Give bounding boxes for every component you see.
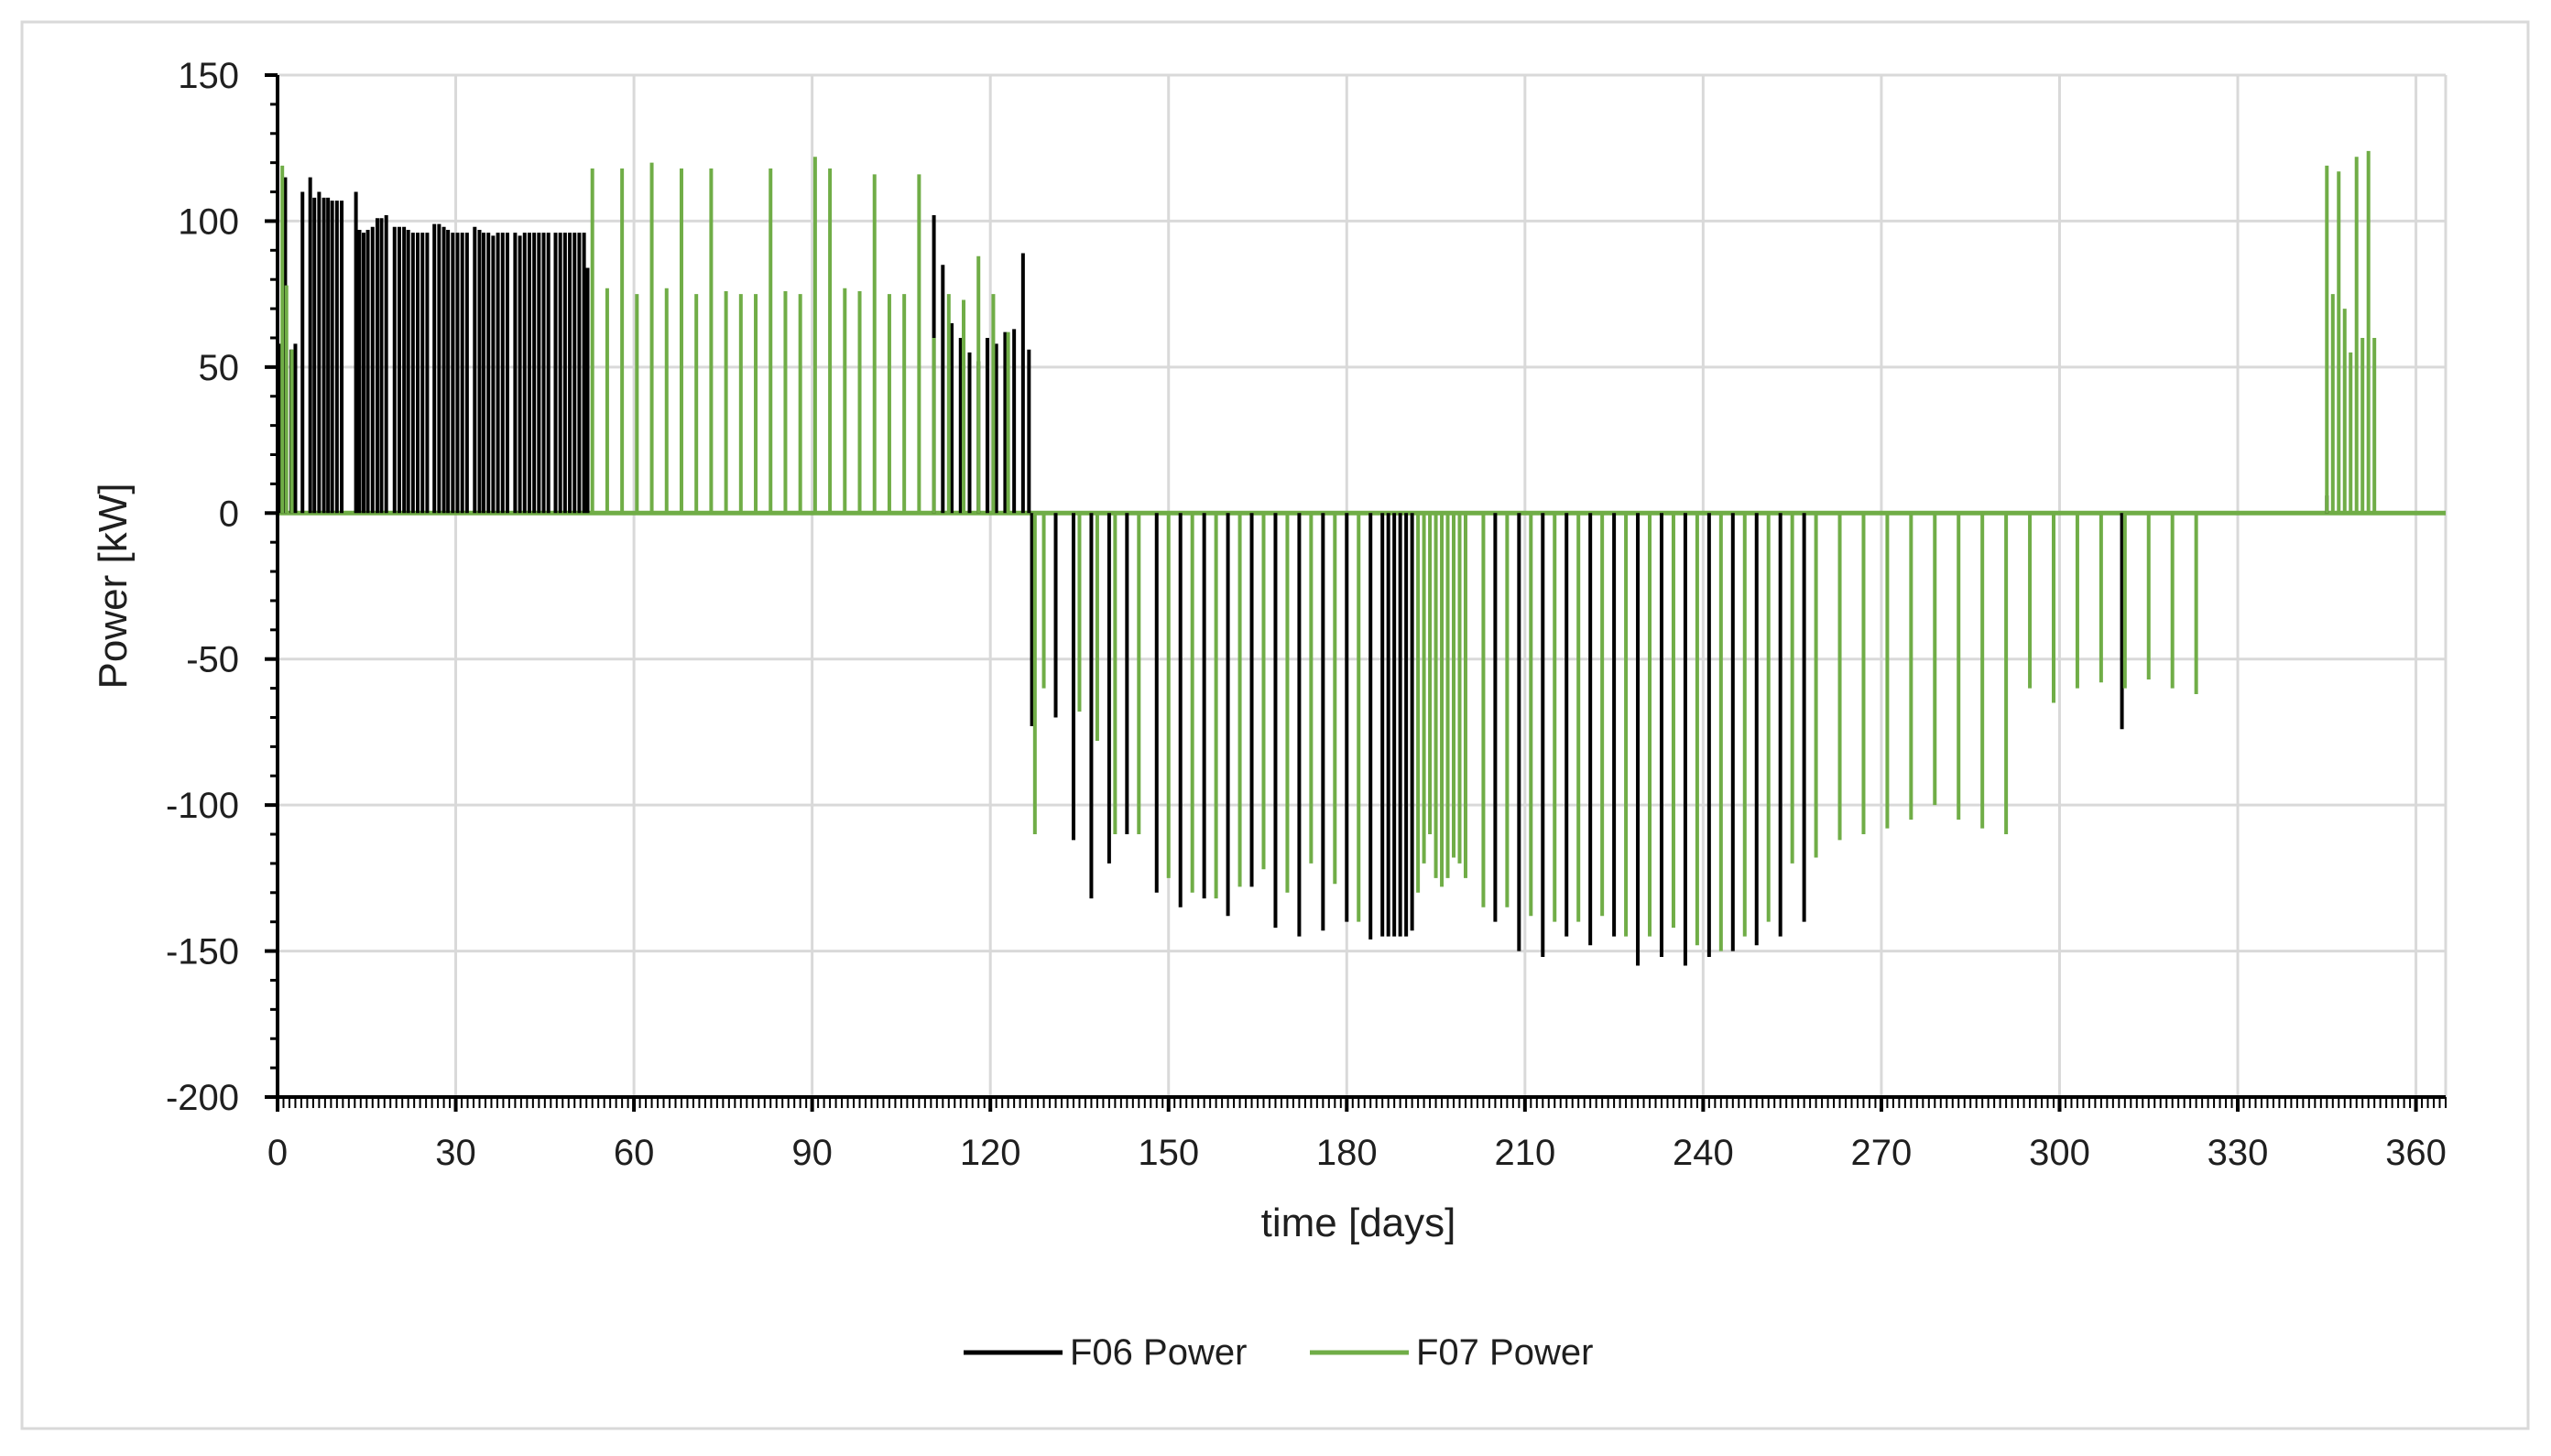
x-tick-label: 90 xyxy=(791,1133,833,1173)
x-tick-label: 120 xyxy=(960,1133,1021,1173)
legend-label-f06: F06 Power xyxy=(1070,1332,1247,1373)
x-tick-label: 180 xyxy=(1316,1133,1378,1173)
x-tick-label: 150 xyxy=(1138,1133,1199,1173)
x-tick-label: 360 xyxy=(2385,1133,2447,1173)
y-tick-label: -50 xyxy=(186,640,239,680)
x-tick-label: 60 xyxy=(614,1133,655,1173)
series-f07 xyxy=(280,150,2377,951)
legend: F06 Power F07 Power xyxy=(964,1332,1593,1373)
y-tick-label: 50 xyxy=(199,348,240,388)
x-tick-label: 210 xyxy=(1494,1133,1555,1173)
y-tick-label: -200 xyxy=(166,1078,239,1118)
y-tick-label: -100 xyxy=(166,786,239,826)
y-tick-label: 0 xyxy=(219,494,239,534)
legend-label-f07: F07 Power xyxy=(1416,1332,1593,1373)
series-layer xyxy=(278,150,2446,966)
y-tick-label: 100 xyxy=(178,201,239,242)
x-tick-label: 300 xyxy=(2029,1133,2090,1173)
x-tick-label: 0 xyxy=(267,1133,288,1173)
axis-layer: -200 -150 -100 -50 0 50 100 150 0 30 60 90 120 150 180… xyxy=(166,56,2447,1173)
y-axis-title: Power [kW] xyxy=(91,484,136,690)
y-tick-label: -150 xyxy=(166,932,239,972)
x-axis-title: time [days] xyxy=(1261,1201,1456,1245)
x-tick-label: 240 xyxy=(1673,1133,1734,1173)
y-tick-label: 150 xyxy=(178,56,239,96)
x-tick-label: 330 xyxy=(2208,1133,2269,1173)
x-tick-label: 30 xyxy=(435,1133,476,1173)
x-tick-label: 270 xyxy=(1851,1133,1913,1173)
